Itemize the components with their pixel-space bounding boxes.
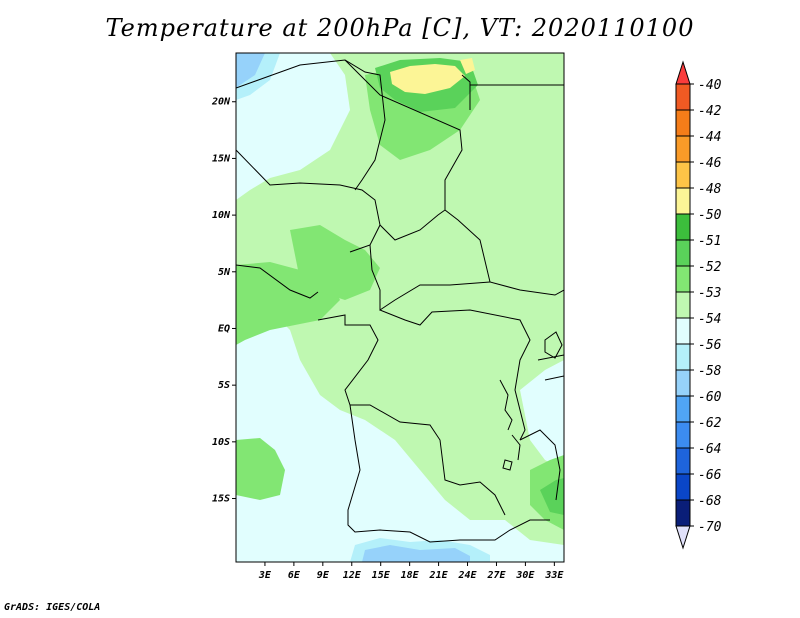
- colorbar-swatch: [675, 473, 691, 501]
- colorbar: -40 -42 -44 -46 -48 -50 -51 -52 -53 -54 -56 -58 -60 -…: [675, 60, 722, 550]
- colorbar-label: -58: [698, 364, 722, 379]
- field-blue-nw-dark: [236, 53, 265, 88]
- colorbar-swatch: [675, 395, 691, 423]
- colorbar-label: -64: [698, 442, 721, 457]
- latitude-axis: 20N 15N 10N 5N EQ 5S 10S 15S: [211, 97, 236, 505]
- colorbar-label: -42: [698, 104, 722, 119]
- lon-label: 12E: [343, 570, 362, 581]
- colorbar-swatch: [675, 499, 691, 527]
- lat-label: 15N: [212, 153, 231, 164]
- lat-label: 5S: [218, 380, 230, 391]
- colorbar-swatch: [675, 291, 691, 319]
- lat-label: 5N: [218, 267, 231, 278]
- lakes: [499, 331, 563, 471]
- field-cyan-southwest: [236, 290, 564, 562]
- colorbar-swatch: [675, 421, 691, 449]
- colorbar-label: -62: [698, 416, 722, 431]
- lon-label: 27E: [486, 570, 506, 581]
- colorbar-bottom-triangle: [675, 525, 691, 550]
- lon-label: 15E: [372, 570, 391, 581]
- colorbar-label: -56: [698, 338, 722, 353]
- field-yellow-north: [390, 64, 465, 94]
- lon-label: 21E: [429, 570, 449, 581]
- colorbar-label: -51: [698, 234, 721, 249]
- lon-label: 24E: [457, 570, 477, 581]
- colorbar-swatch: [675, 135, 691, 163]
- colorbar-label: -46: [698, 156, 722, 171]
- colorbar-label: -40: [698, 78, 722, 93]
- temperature-field: [236, 53, 564, 562]
- colorbar-label: -52: [698, 260, 722, 275]
- colorbar-swatch: [675, 317, 691, 345]
- map-title: Temperature at 200hPa [C], VT: 202011010…: [105, 14, 695, 42]
- colorbar-swatch: [675, 161, 691, 189]
- colorbar-swatch: [675, 109, 691, 137]
- field-green-sahel: [290, 225, 380, 300]
- grads-credit: GrADS: IGES/COLA: [4, 602, 101, 613]
- colorbar-label: -44: [698, 130, 721, 145]
- colorbar-label: -66: [698, 468, 722, 483]
- field-blue-south-dark: [362, 545, 470, 562]
- colorbar-swatch: [675, 265, 691, 293]
- colorbar-label: -48: [698, 182, 722, 197]
- lon-label: 6E: [288, 570, 301, 581]
- lat-label: 15S: [212, 494, 230, 505]
- lat-label: EQ: [218, 323, 230, 334]
- colorbar-swatch: [675, 343, 691, 371]
- colorbar-label: -60: [698, 390, 722, 405]
- map-frame: [235, 52, 565, 563]
- field-green-west-coast: [236, 438, 285, 500]
- lat-label: 10N: [212, 210, 231, 221]
- colorbar-label: -53: [698, 286, 721, 301]
- lat-label: 10S: [212, 437, 230, 448]
- country-borders: [236, 59, 564, 543]
- longitude-axis: 3E 6E 9E 12E 15E 18E 21E 24E 27E 30E 33E: [258, 562, 564, 581]
- colorbar-top-triangle: [675, 60, 691, 85]
- colorbar-swatch: [675, 83, 691, 111]
- colorbar-swatch: [675, 447, 691, 475]
- field-yellow-north-2: [460, 58, 475, 74]
- lon-label: 30E: [515, 570, 535, 581]
- colorbar-label: -50: [698, 208, 722, 223]
- lon-label: 33E: [544, 570, 564, 581]
- colorbar-swatch: [675, 213, 691, 241]
- lon-label: 3E: [258, 570, 272, 581]
- colorbar-swatch: [675, 187, 691, 215]
- colorbar-label: -68: [698, 494, 722, 509]
- colorbar-swatch: [675, 239, 691, 267]
- colorbar-swatch: [675, 369, 691, 397]
- colorbar-label: -70: [698, 520, 722, 535]
- lat-label: 20N: [211, 97, 231, 108]
- colorbar-label: -54: [698, 312, 721, 327]
- field-cyan-west: [236, 53, 350, 200]
- lon-label: 9E: [317, 570, 330, 581]
- lon-label: 18E: [401, 570, 420, 581]
